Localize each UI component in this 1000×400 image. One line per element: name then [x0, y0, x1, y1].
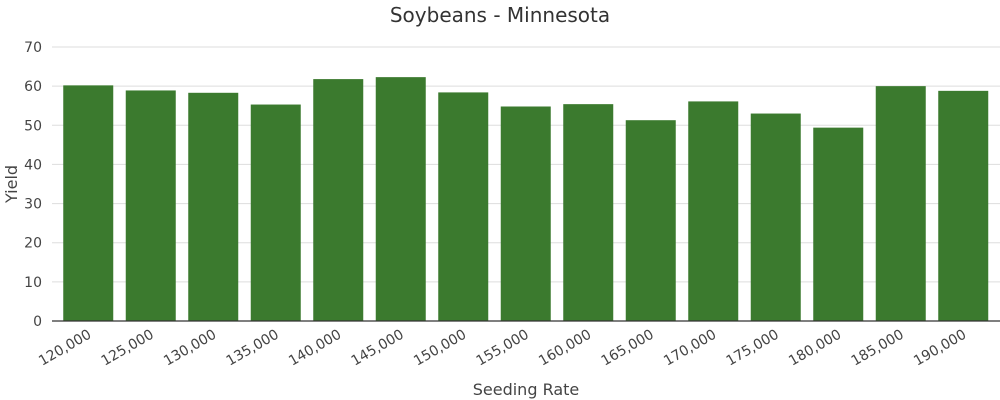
bar-165000 — [625, 120, 676, 321]
bar-145000 — [375, 77, 426, 321]
y-tick-label: 70 — [24, 40, 42, 56]
bar-160000 — [563, 104, 614, 321]
y-tick-label: 60 — [24, 79, 42, 95]
x-tick-label: 165,000 — [599, 327, 657, 370]
bar-180000 — [813, 127, 864, 322]
x-axis-label: Seeding Rate — [473, 380, 580, 399]
bar-150000 — [438, 92, 489, 321]
x-tick-label: 155,000 — [474, 327, 532, 370]
y-tick-label: 40 — [24, 157, 42, 173]
y-axis-label: Yield — [2, 165, 21, 204]
x-tick-label: 120,000 — [36, 327, 94, 370]
x-tick-label: 150,000 — [411, 327, 469, 370]
bar-120000 — [63, 85, 114, 321]
x-tick-labels: 120,000 125,000 130,000 135,000 140,000 145,0… — [36, 327, 969, 370]
x-tick-label: 140,000 — [286, 327, 344, 370]
x-tick-label: 125,000 — [99, 327, 157, 370]
bar-135000 — [250, 104, 301, 321]
x-tick-label: 145,000 — [349, 327, 407, 370]
x-tick-label: 170,000 — [661, 327, 719, 370]
x-tick-label: 175,000 — [724, 327, 782, 370]
y-tick-label: 20 — [24, 236, 42, 252]
bar-140000 — [313, 79, 364, 322]
x-tick-label: 185,000 — [849, 327, 907, 370]
y-tick-labels: 0 10 20 30 40 50 60 70 — [24, 40, 42, 330]
bars — [63, 77, 989, 322]
bar-170000 — [688, 101, 739, 321]
bar-130000 — [188, 92, 239, 321]
chart-title: Soybeans - Minnesota — [390, 3, 610, 27]
y-tick-label: 30 — [24, 197, 42, 213]
x-tick-label: 180,000 — [786, 327, 844, 370]
bar-125000 — [125, 90, 176, 321]
bar-155000 — [500, 106, 551, 321]
bar-185000 — [875, 86, 926, 322]
x-tick-label: 130,000 — [161, 327, 219, 370]
x-tick-label: 190,000 — [911, 327, 969, 370]
y-tick-label: 0 — [33, 314, 42, 330]
x-tick-label: 160,000 — [536, 327, 594, 370]
bar-175000 — [750, 113, 801, 322]
y-tick-label: 50 — [24, 118, 42, 134]
y-tick-label: 10 — [24, 275, 42, 291]
bar-190000 — [938, 90, 989, 321]
x-tick-label: 135,000 — [224, 327, 282, 370]
